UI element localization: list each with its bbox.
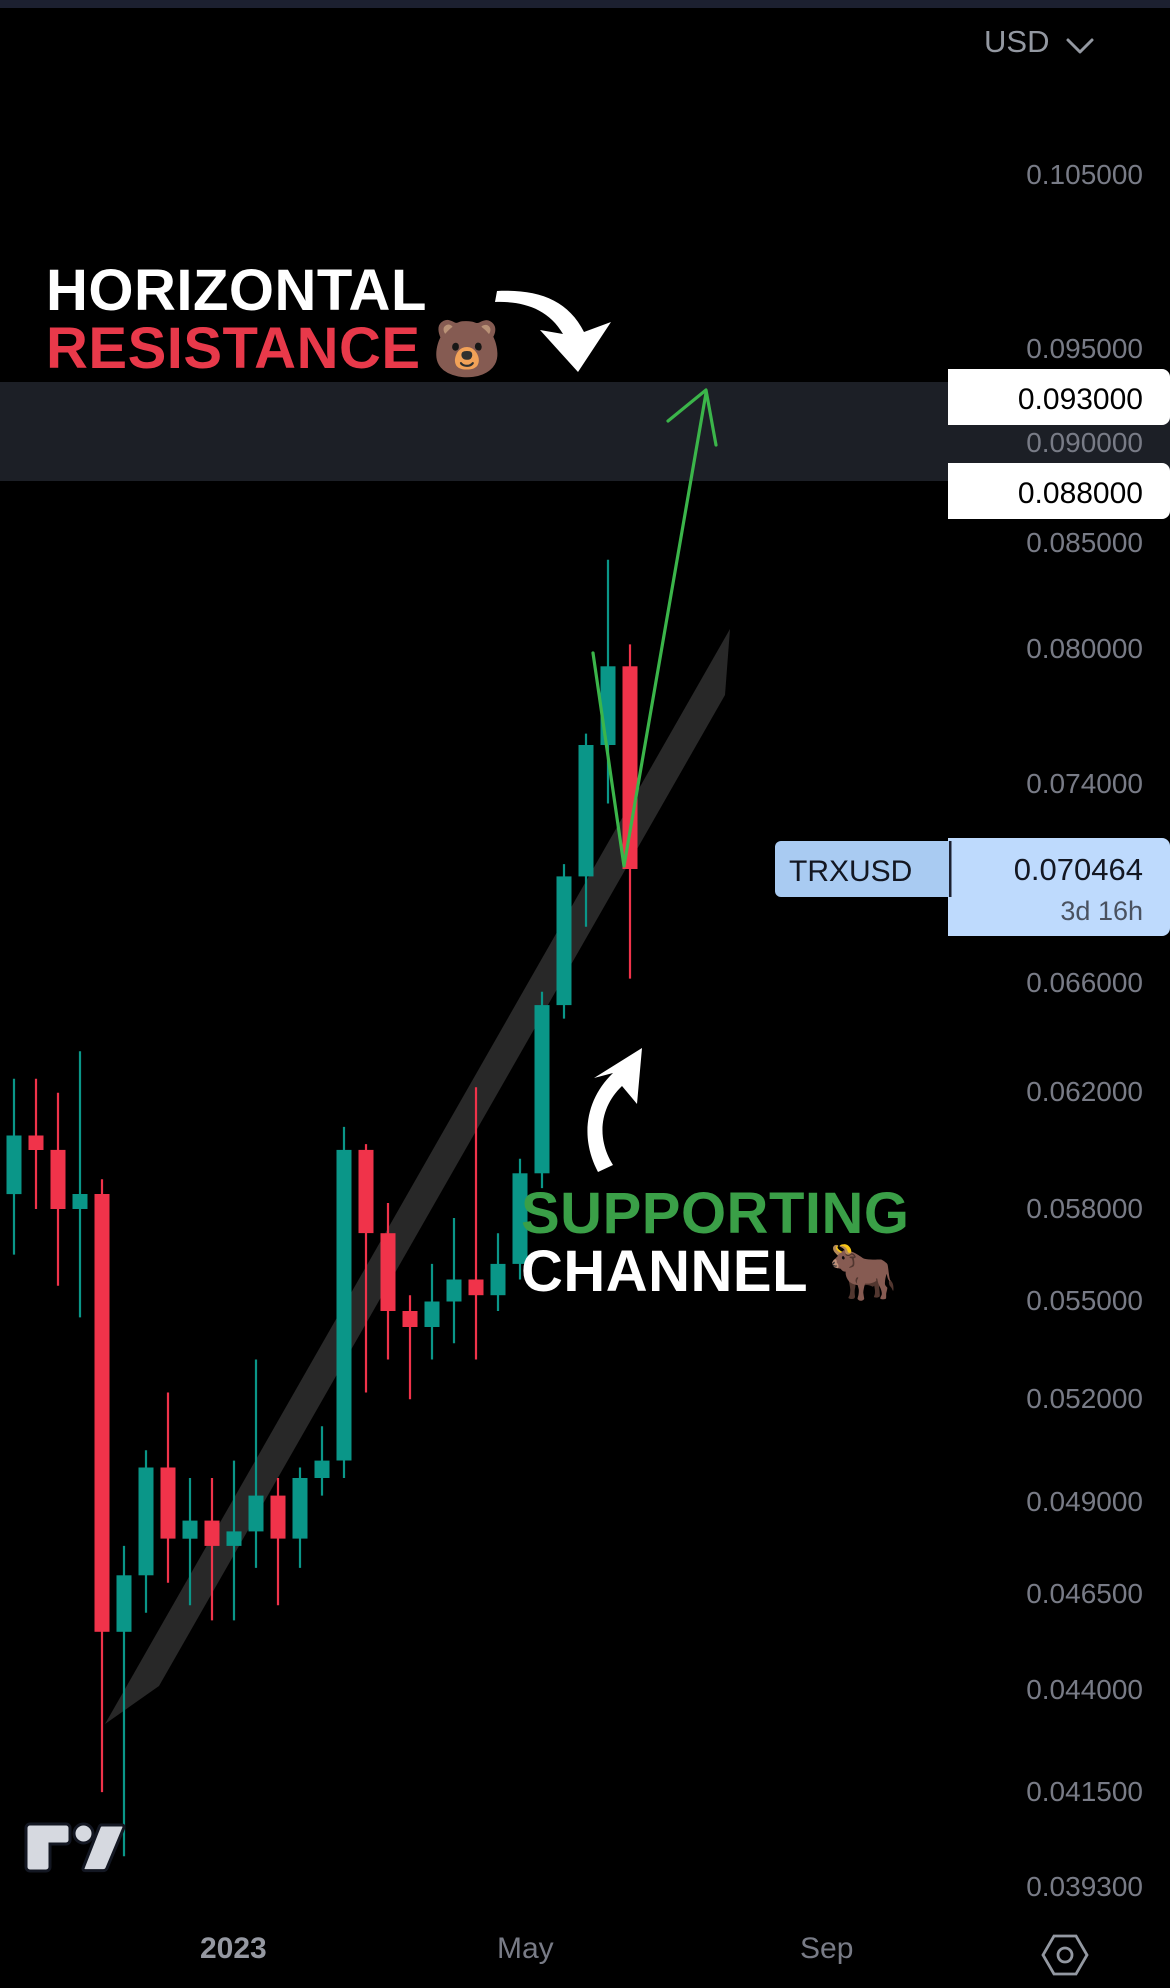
svg-text:0.044000: 0.044000 <box>1026 1674 1143 1705</box>
svg-text:SUPPORTING: SUPPORTING <box>521 1181 910 1246</box>
svg-text:0.041500: 0.041500 <box>1026 1776 1143 1807</box>
svg-text:🐂: 🐂 <box>828 1240 898 1303</box>
svg-text:0.046500: 0.046500 <box>1026 1578 1143 1609</box>
svg-text:0.070464: 0.070464 <box>1014 852 1143 887</box>
svg-text:0.049000: 0.049000 <box>1026 1486 1143 1517</box>
svg-text:0.095000: 0.095000 <box>1026 333 1143 364</box>
svg-text:0.055000: 0.055000 <box>1026 1285 1143 1316</box>
svg-text:0.105000: 0.105000 <box>1026 159 1143 190</box>
svg-text:0.039300: 0.039300 <box>1026 1871 1143 1902</box>
svg-text:2023: 2023 <box>200 1932 267 1965</box>
svg-text:0.052000: 0.052000 <box>1026 1383 1143 1414</box>
svg-text:0.090000: 0.090000 <box>1026 427 1143 458</box>
svg-text:CHANNEL: CHANNEL <box>521 1239 808 1304</box>
svg-text:HORIZONTAL: HORIZONTAL <box>46 258 427 323</box>
svg-text:0.066000: 0.066000 <box>1026 967 1143 998</box>
svg-text:RESISTANCE: RESISTANCE <box>46 316 421 381</box>
svg-text:0.088000: 0.088000 <box>1018 477 1143 510</box>
svg-text:3d 16h: 3d 16h <box>1060 896 1143 926</box>
svg-text:🐻: 🐻 <box>432 315 502 381</box>
svg-text:USD: USD <box>984 24 1049 59</box>
svg-text:0.085000: 0.085000 <box>1026 527 1143 558</box>
svg-text:0.074000: 0.074000 <box>1026 768 1143 799</box>
svg-text:Sep: Sep <box>800 1932 853 1965</box>
svg-text:0.058000: 0.058000 <box>1026 1193 1143 1224</box>
svg-text:May: May <box>497 1932 554 1965</box>
svg-text:TRXUSD: TRXUSD <box>789 855 912 888</box>
svg-text:0.062000: 0.062000 <box>1026 1076 1143 1107</box>
svg-text:0.080000: 0.080000 <box>1026 633 1143 664</box>
svg-text:0.093000: 0.093000 <box>1018 383 1143 416</box>
